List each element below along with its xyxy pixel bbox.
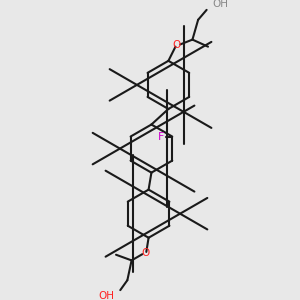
Text: OH: OH — [99, 291, 115, 300]
Text: O: O — [173, 40, 181, 50]
Text: F: F — [158, 132, 164, 142]
Text: O: O — [142, 248, 150, 258]
Text: OH: OH — [212, 0, 228, 9]
